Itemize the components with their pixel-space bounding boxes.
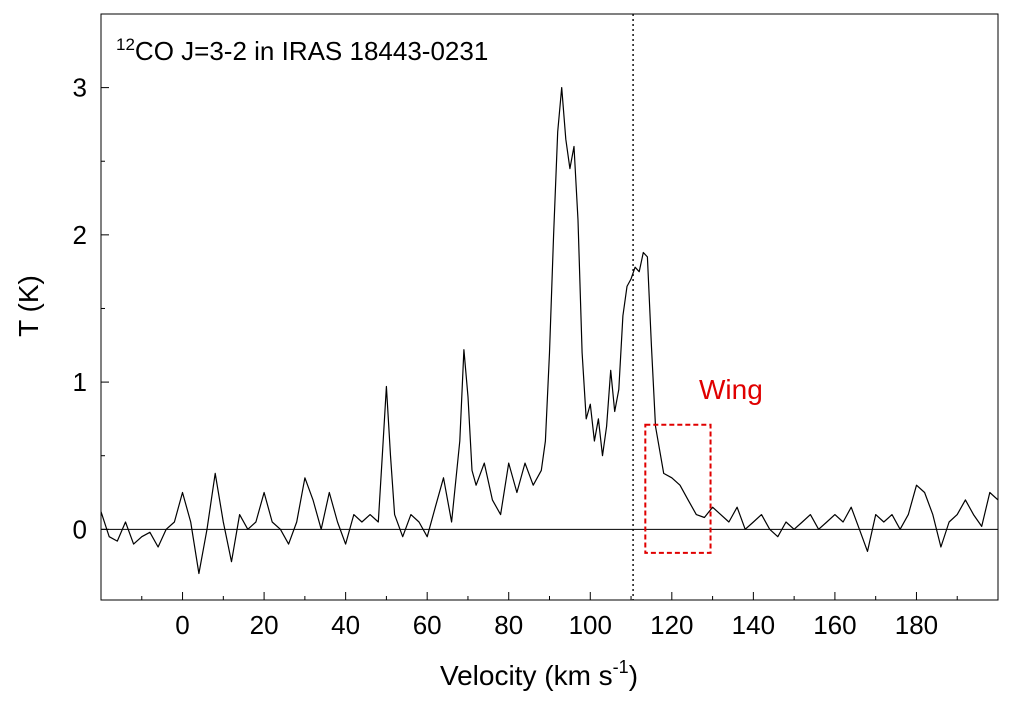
x-tick-label: 160 xyxy=(813,610,856,640)
x-axis-label: Velocity (km s-1) xyxy=(440,657,638,691)
x-tick-label: 60 xyxy=(413,610,442,640)
title-isotope-superscript: 12 xyxy=(116,35,135,54)
y-tick-label: 2 xyxy=(73,220,87,250)
x-tick-label: 40 xyxy=(331,610,360,640)
title-main: CO J=3-2 in IRAS 18443-0231 xyxy=(135,36,488,66)
axis-ticks xyxy=(101,13,958,600)
plot-frame xyxy=(100,13,999,601)
x-tick-label: 20 xyxy=(250,610,279,640)
x-tick-label: 140 xyxy=(732,610,775,640)
chart-title: 12CO J=3-2 in IRAS 18443-0231 xyxy=(116,35,488,66)
axis-tick-labels: 0 20 40 60 80 100 120 140 160 180 0 1 2 3 xyxy=(73,73,939,640)
y-tick-label: 0 xyxy=(73,514,87,544)
y-tick-label: 1 xyxy=(73,367,87,397)
x-axis-label-main: Velocity (km s xyxy=(440,660,613,691)
x-tick-label: 100 xyxy=(569,610,612,640)
x-tick-label: 120 xyxy=(650,610,693,640)
x-tick-label: 0 xyxy=(175,610,189,640)
spectrum-line xyxy=(100,86,999,575)
y-tick-label: 3 xyxy=(73,73,87,103)
y-axis-label: T (K) xyxy=(13,275,44,337)
wing-box xyxy=(644,423,712,554)
x-tick-label: 180 xyxy=(895,610,938,640)
x-axis-label-close: ) xyxy=(629,660,638,691)
wing-label: Wing xyxy=(699,374,763,405)
x-tick-label: 80 xyxy=(494,610,523,640)
x-axis-label-exponent: -1 xyxy=(613,657,629,677)
